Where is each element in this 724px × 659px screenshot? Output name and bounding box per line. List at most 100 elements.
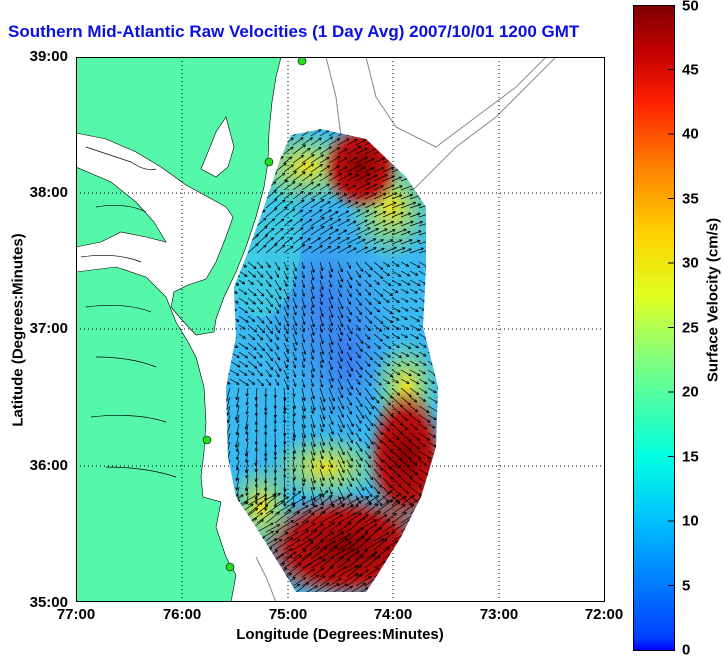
velocity-arrow-head [355, 174, 359, 178]
velocity-arrow [283, 297, 289, 309]
velocity-arrow-head [329, 226, 334, 230]
velocity-arrow-head [317, 129, 322, 133]
velocity-arrow-head [398, 355, 402, 359]
velocity-arrow [409, 396, 418, 403]
velocity-arrow [265, 288, 273, 298]
velocity-arrow-head [289, 156, 293, 160]
velocity-arrow [274, 333, 279, 341]
velocity-arrow [355, 360, 363, 370]
velocity-arrow [418, 369, 426, 375]
velocity-arrow-head [389, 239, 394, 243]
velocity-arrow [382, 192, 398, 200]
velocity-arrow-head [396, 392, 401, 396]
velocity-arrow-head [254, 403, 258, 407]
velocity-arrow [409, 270, 419, 276]
velocity-arrow-head [320, 275, 324, 280]
velocity-arrow-head [301, 199, 305, 203]
velocity-arrow-head [236, 318, 240, 322]
velocity-arrow [391, 369, 401, 376]
velocity-arrow [319, 165, 330, 173]
velocity-arrow [391, 414, 403, 426]
velocity-arrow-head [367, 274, 371, 278]
velocity-arrow [328, 270, 332, 278]
velocity-arrow-head [277, 267, 281, 271]
velocity-arrow [283, 306, 289, 317]
velocity-arrow-head [347, 200, 352, 204]
velocity-arrow [226, 396, 231, 410]
velocity-arrow-head [405, 299, 409, 303]
velocity-arrow-head [318, 173, 323, 177]
velocity-arrow [355, 192, 370, 200]
velocity-arrow [310, 396, 316, 411]
velocity-arrow-head [328, 209, 332, 213]
y-tick-label: 39:00 [29, 48, 68, 65]
velocity-arrow [364, 423, 371, 432]
velocity-arrow [292, 342, 297, 352]
velocity-arrow-head [312, 443, 316, 448]
velocity-arrow-head [340, 323, 344, 328]
velocity-arrow [364, 432, 374, 445]
velocity-arrow [364, 174, 378, 182]
velocity-arrow [400, 306, 409, 312]
velocity-arrow [355, 147, 368, 155]
velocity-arrow-head [350, 440, 354, 444]
velocity-arrow-head [311, 286, 315, 290]
velocity-arrow [310, 209, 323, 218]
velocity-arrow-head [285, 349, 289, 353]
velocity-arrow-head [311, 269, 315, 273]
velocity-arrow-head [415, 427, 419, 431]
velocity-arrow-head [328, 173, 333, 177]
velocity-arrow [238, 315, 249, 323]
velocity-arrow [346, 236, 361, 245]
velocity-arrow-head [364, 246, 368, 250]
velocity-arrow [409, 221, 423, 227]
velocity-arrow-head [417, 239, 421, 243]
velocity-arrow [256, 360, 263, 367]
velocity-arrow-head [329, 136, 333, 140]
velocity-arrow-head [273, 420, 277, 424]
velocity-arrow-head [385, 335, 390, 339]
velocity-arrow-head [307, 237, 311, 241]
velocity-arrow [292, 369, 296, 378]
land-mass [76, 166, 167, 248]
velocity-arrow-head [322, 398, 326, 403]
velocity-arrow [292, 288, 297, 297]
velocity-arrow-head [235, 448, 240, 452]
velocity-arrow-head [422, 398, 427, 402]
velocity-arrow [346, 279, 352, 289]
velocity-arrow-head [299, 236, 303, 240]
velocity-arrow [310, 369, 314, 378]
velocity-arrow-head [329, 438, 333, 442]
velocity-arrow-head [415, 308, 419, 312]
velocity-arrow [355, 306, 362, 315]
velocity-arrow-head [365, 210, 370, 213]
velocity-arrow [247, 369, 255, 376]
velocity-arrow [246, 405, 249, 415]
velocity-arrow [274, 179, 288, 191]
velocity-arrow [382, 184, 395, 191]
velocity-arrow-head [269, 276, 273, 280]
velocity-arrow-head [408, 393, 412, 398]
velocity-arrow-head [338, 365, 342, 370]
velocity-arrow [301, 387, 306, 401]
velocity-arrow-head [328, 191, 332, 195]
velocity-arrow [319, 217, 333, 227]
velocity-arrow-head [280, 236, 285, 240]
velocity-arrow-head [357, 164, 361, 168]
velocity-arrow [409, 342, 419, 349]
velocity-arrow [292, 378, 297, 387]
velocity-arrow-head [327, 236, 332, 240]
velocity-arrow-head [370, 423, 374, 427]
velocity-arrow-head [358, 374, 362, 378]
velocity-arrow-head [373, 210, 378, 214]
velocity-arrow-head [254, 412, 258, 416]
velocity-arrow-head [339, 293, 342, 298]
velocity-arrow-head [264, 234, 269, 238]
velocity-arrow-head [244, 273, 248, 277]
velocity-arrow [337, 315, 344, 328]
velocity-arrow-head [245, 382, 249, 386]
velocity-arrow-head [236, 354, 240, 358]
velocity-arrow-head [357, 146, 362, 150]
velocity-arrow-head [234, 290, 238, 294]
velocity-arrow [400, 405, 412, 416]
